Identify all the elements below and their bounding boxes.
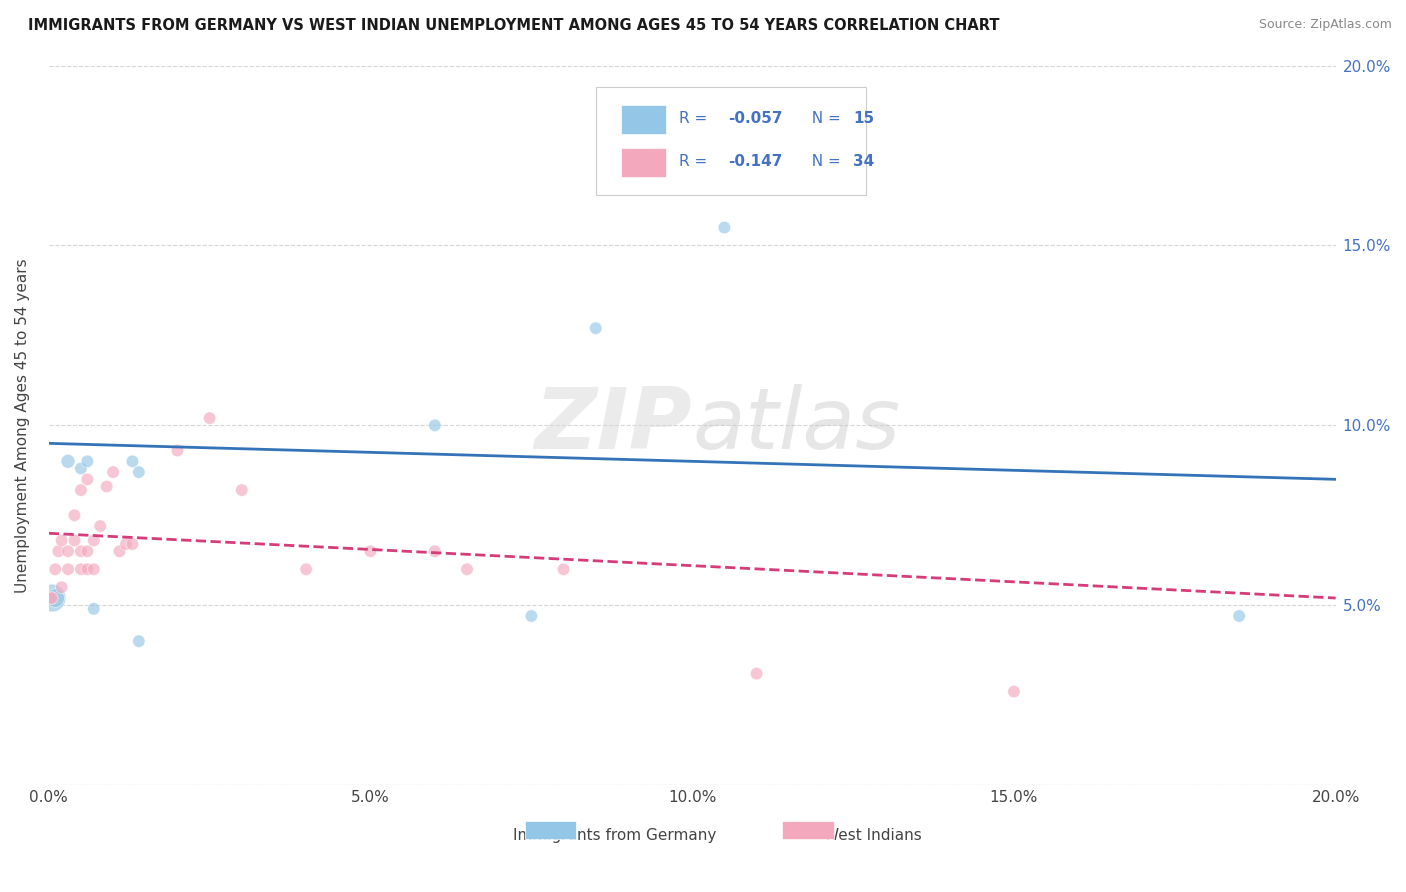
Point (745, 666, 768, 681)
Point (44, 562, 66, 576)
Point (1227, 609, 1250, 624)
Point (63, 533, 86, 548)
Point (101, 465, 124, 479)
Point (83, 562, 105, 576)
Bar (621, 105, 666, 134)
Point (553, 562, 575, 576)
Text: Source: ZipAtlas.com: Source: ZipAtlas.com (1258, 18, 1392, 31)
Point (456, 562, 478, 576)
Point (128, 465, 150, 479)
Text: West Indians: West Indians (824, 829, 921, 843)
Point (41, 591, 63, 605)
Point (713, 220, 735, 235)
Point (128, 634, 150, 648)
Point (56, 454, 79, 468)
Text: R =: R = (679, 153, 713, 169)
Point (70, 461, 93, 475)
Text: IMMIGRANTS FROM GERMANY VS WEST INDIAN UNEMPLOYMENT AMONG AGES 45 TO 54 YEARS CO: IMMIGRANTS FROM GERMANY VS WEST INDIAN U… (28, 18, 1000, 33)
Point (295, 562, 318, 576)
Point (520, 609, 543, 624)
Text: N =: N = (801, 153, 845, 169)
Bar (524, 821, 576, 839)
Point (166, 443, 188, 458)
Point (56, 544, 79, 558)
Point (198, 411, 221, 425)
Point (360, 544, 382, 558)
Point (44, 591, 66, 605)
Text: N =: N = (801, 111, 845, 126)
FancyBboxPatch shape (596, 87, 866, 195)
Point (76, 544, 98, 558)
Text: Immigrants from Germany: Immigrants from Germany (513, 829, 717, 843)
Text: 15: 15 (853, 111, 875, 126)
Text: -0.057: -0.057 (728, 111, 783, 126)
Point (70, 483, 93, 497)
Bar (621, 148, 666, 178)
Point (1002, 684, 1025, 698)
Point (423, 418, 446, 433)
Point (83, 602, 105, 616)
Point (70, 544, 93, 558)
Text: ZIP: ZIP (534, 384, 692, 467)
Point (76, 472, 98, 486)
Point (681, 148, 703, 162)
Point (83, 533, 105, 548)
Point (115, 537, 138, 551)
Point (51, 533, 73, 548)
Text: R =: R = (679, 111, 713, 126)
Text: 34: 34 (853, 153, 875, 169)
Point (70, 562, 93, 576)
Point (39, 591, 62, 605)
Point (41, 591, 63, 605)
Point (121, 454, 143, 468)
Point (89, 519, 111, 533)
Point (76, 562, 98, 576)
Point (585, 321, 607, 335)
Point (51, 580, 73, 594)
Text: atlas: atlas (692, 384, 900, 467)
Point (231, 483, 253, 497)
Y-axis label: Unemployment Among Ages 45 to 54 years: Unemployment Among Ages 45 to 54 years (15, 258, 30, 592)
Point (96, 479, 118, 493)
Point (108, 544, 131, 558)
Point (63, 508, 86, 523)
Text: -0.147: -0.147 (728, 153, 783, 169)
Point (76, 454, 98, 468)
Point (48, 544, 70, 558)
Point (423, 544, 446, 558)
Point (56, 562, 79, 576)
Point (121, 537, 143, 551)
Bar (782, 821, 834, 839)
